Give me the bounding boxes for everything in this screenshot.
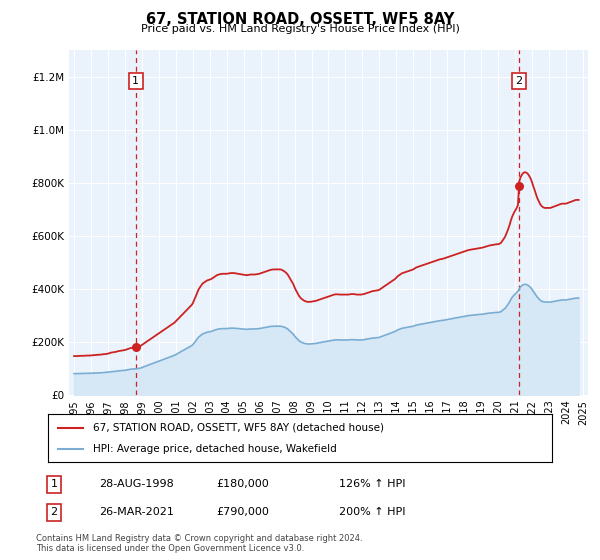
- Text: 28-AUG-1998: 28-AUG-1998: [99, 479, 174, 489]
- Text: 1: 1: [50, 479, 58, 489]
- Text: Price paid vs. HM Land Registry's House Price Index (HPI): Price paid vs. HM Land Registry's House …: [140, 24, 460, 34]
- Text: £790,000: £790,000: [216, 507, 269, 517]
- Point: [514, 181, 523, 190]
- Text: Contains HM Land Registry data © Crown copyright and database right 2024.
This d: Contains HM Land Registry data © Crown c…: [36, 534, 362, 553]
- Text: 2: 2: [50, 507, 58, 517]
- Text: HPI: Average price, detached house, Wakefield: HPI: Average price, detached house, Wake…: [94, 444, 337, 454]
- Text: 67, STATION ROAD, OSSETT, WF5 8AY (detached house): 67, STATION ROAD, OSSETT, WF5 8AY (detac…: [94, 423, 385, 433]
- Text: 67, STATION ROAD, OSSETT, WF5 8AY: 67, STATION ROAD, OSSETT, WF5 8AY: [146, 12, 454, 27]
- Text: 1: 1: [133, 76, 139, 86]
- Text: 200% ↑ HPI: 200% ↑ HPI: [339, 507, 406, 517]
- Text: £180,000: £180,000: [216, 479, 269, 489]
- Text: 2: 2: [515, 76, 522, 86]
- Text: 26-MAR-2021: 26-MAR-2021: [99, 507, 174, 517]
- Text: 126% ↑ HPI: 126% ↑ HPI: [339, 479, 406, 489]
- Point: [131, 343, 140, 352]
